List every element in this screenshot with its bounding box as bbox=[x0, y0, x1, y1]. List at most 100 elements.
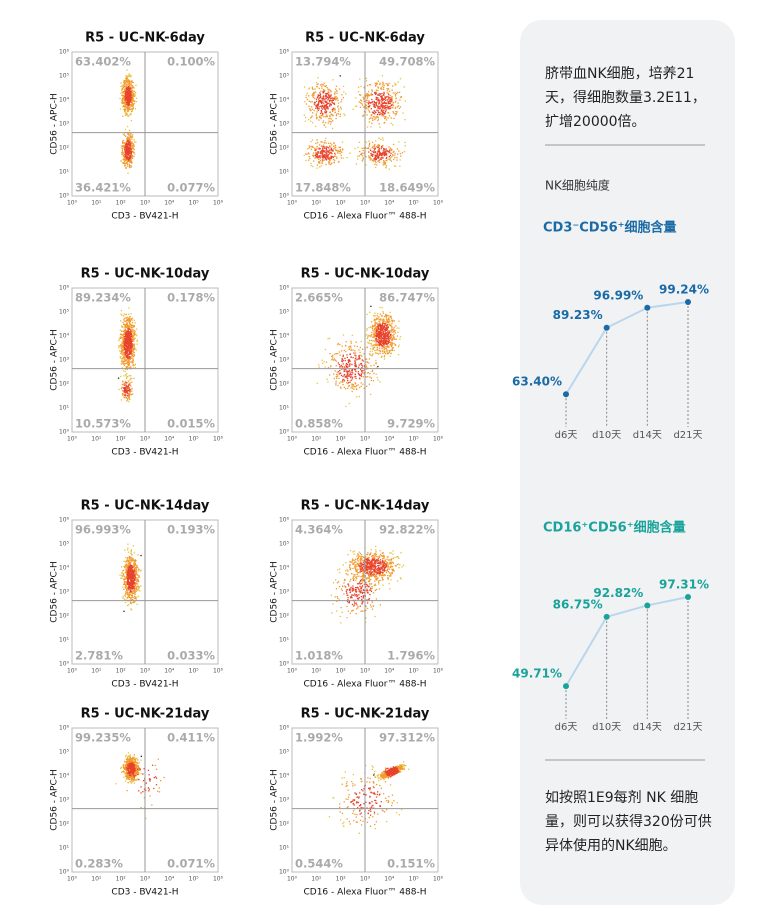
event-dot bbox=[123, 375, 125, 377]
event-dot bbox=[129, 157, 131, 159]
event-dot bbox=[389, 334, 392, 336]
event-dot bbox=[373, 106, 375, 108]
event-dot bbox=[382, 111, 384, 114]
event-dot bbox=[330, 365, 332, 367]
event-dot bbox=[373, 147, 375, 149]
event-dot bbox=[374, 102, 376, 104]
event-dot bbox=[323, 85, 326, 87]
event-dot bbox=[376, 333, 378, 335]
event-dot bbox=[130, 580, 133, 582]
event-dot bbox=[332, 109, 334, 112]
event-dot bbox=[375, 560, 378, 562]
event-dot bbox=[376, 329, 379, 331]
event-dot bbox=[124, 153, 126, 155]
event-dot bbox=[131, 142, 133, 145]
event-dot bbox=[323, 154, 325, 156]
event-dot bbox=[126, 95, 129, 97]
event-dot bbox=[380, 334, 382, 337]
event-dot bbox=[389, 316, 391, 318]
event-dot bbox=[133, 569, 135, 571]
y-tick-label: 10⁰ bbox=[59, 193, 70, 200]
event-dot bbox=[386, 558, 388, 560]
event-dot bbox=[368, 580, 370, 583]
event-dot bbox=[120, 345, 122, 347]
event-dot bbox=[385, 148, 387, 150]
event-dot bbox=[387, 103, 389, 105]
event-dot bbox=[343, 378, 345, 381]
event-dot bbox=[357, 155, 359, 158]
event-dot bbox=[132, 571, 134, 573]
x-axis-label: CD16 - Alexa Fluor™ 488-H bbox=[303, 212, 426, 222]
event-dot bbox=[131, 584, 133, 586]
event-dot bbox=[133, 601, 135, 604]
event-dot bbox=[389, 311, 391, 314]
event-dot bbox=[374, 147, 377, 149]
event-dot bbox=[323, 106, 325, 109]
event-dot bbox=[132, 317, 134, 319]
event-dot bbox=[397, 354, 400, 356]
event-dot bbox=[124, 380, 127, 383]
event-dot bbox=[384, 342, 386, 345]
event-dot bbox=[401, 566, 403, 568]
event-dot bbox=[332, 99, 334, 102]
event-dot bbox=[397, 556, 399, 558]
x-tick-label: 10⁴ bbox=[164, 668, 175, 675]
event-dot bbox=[368, 106, 370, 108]
event-dot bbox=[383, 335, 385, 338]
event-dot bbox=[125, 81, 127, 83]
event-dot bbox=[379, 555, 381, 557]
event-dot bbox=[346, 377, 348, 379]
event-dot bbox=[122, 150, 124, 153]
event-dot bbox=[381, 336, 383, 338]
event-dot bbox=[365, 104, 368, 106]
event-dot bbox=[128, 134, 130, 136]
event-dot bbox=[121, 151, 123, 154]
event-dot bbox=[124, 358, 126, 361]
event-dot bbox=[321, 162, 323, 164]
event-dot bbox=[330, 152, 332, 154]
event-dot bbox=[391, 319, 393, 321]
x-axis-label: CD3 - BV421-H bbox=[111, 680, 178, 690]
event-dot bbox=[332, 150, 334, 152]
event-dot bbox=[372, 380, 375, 382]
event-dot bbox=[384, 161, 386, 163]
event-dot bbox=[394, 101, 396, 103]
event-dot bbox=[393, 320, 395, 322]
event-dot bbox=[327, 367, 330, 369]
event-dot bbox=[386, 320, 389, 322]
event-dot bbox=[391, 100, 393, 102]
event-dot bbox=[383, 149, 385, 151]
event-dot bbox=[118, 345, 120, 347]
event-dot bbox=[397, 91, 399, 94]
event-dot bbox=[356, 559, 359, 561]
event-dot bbox=[326, 107, 329, 109]
event-dot bbox=[362, 561, 365, 563]
event-dot bbox=[129, 80, 131, 82]
event-dot bbox=[134, 571, 136, 573]
event-dot bbox=[127, 394, 129, 396]
event-dot bbox=[124, 105, 126, 107]
event-dot bbox=[138, 576, 141, 578]
event-dot bbox=[373, 563, 375, 565]
event-dot bbox=[124, 396, 126, 399]
event-dot bbox=[365, 164, 367, 166]
event-dot bbox=[131, 157, 134, 160]
event-dot bbox=[124, 360, 126, 362]
event-dot bbox=[360, 557, 362, 559]
event-dot bbox=[381, 356, 383, 358]
event-dot bbox=[123, 329, 125, 331]
event-dot bbox=[375, 343, 377, 345]
event-dot bbox=[121, 99, 123, 102]
event-dot bbox=[366, 361, 368, 363]
event-dot bbox=[319, 144, 321, 146]
event-dot bbox=[128, 325, 130, 327]
event-dot bbox=[338, 151, 341, 153]
event-dot bbox=[370, 126, 372, 128]
event-dot bbox=[390, 561, 393, 563]
event-dot bbox=[326, 96, 328, 98]
event-dot bbox=[317, 155, 319, 158]
event-dot bbox=[375, 117, 377, 119]
event-dot bbox=[341, 141, 344, 143]
event-dot bbox=[316, 86, 318, 88]
event-dot bbox=[308, 88, 310, 90]
